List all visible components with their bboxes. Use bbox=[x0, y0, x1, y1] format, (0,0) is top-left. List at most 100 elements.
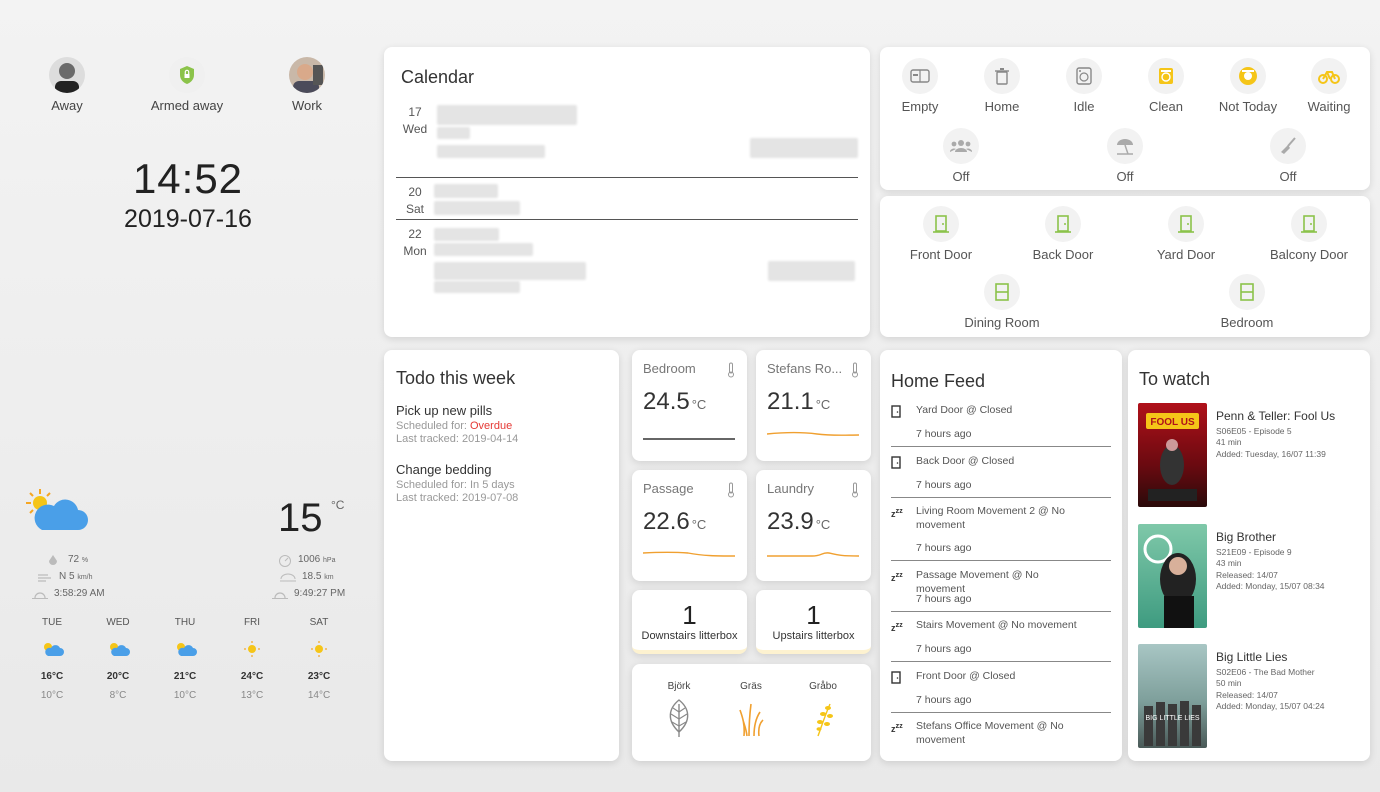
feed-item[interactable]: zzz Stairs Movement @ No movement 7 hour… bbox=[891, 618, 1111, 662]
dishwasher-icon bbox=[1148, 58, 1184, 94]
sensor-card-bedroom[interactable]: Bedroom 24.5 °C bbox=[632, 350, 747, 461]
sensor-card-stefans-room[interactable]: Stefans Ro... 21.1 °C bbox=[756, 350, 871, 461]
watch-item-info: Penn & Teller: Fool Us S06E05 - Episode … bbox=[1216, 409, 1336, 459]
pollen-grass[interactable]: Gräs bbox=[721, 681, 781, 741]
wind-icon bbox=[37, 572, 53, 582]
svg-text:FOOL US: FOOL US bbox=[1150, 417, 1195, 428]
person-away[interactable]: Away bbox=[22, 57, 112, 113]
thermometer-icon bbox=[851, 482, 859, 503]
window-bedroom[interactable]: Bedroom bbox=[1197, 274, 1297, 330]
pollen-mugwort[interactable]: Gråbo bbox=[793, 681, 853, 741]
door-icon bbox=[891, 405, 907, 420]
current-temperature: 15 bbox=[278, 496, 323, 540]
feed-item[interactable]: zzz Living Room Movement 2 @ No movement… bbox=[891, 504, 1111, 561]
tile-clean[interactable]: Clean bbox=[1124, 58, 1208, 114]
wind: N 5 km/h bbox=[37, 571, 93, 582]
sensor-card-passage[interactable]: Passage 22.6 °C bbox=[632, 470, 747, 581]
tile-off-3[interactable]: Off bbox=[1246, 128, 1330, 184]
alarm-state[interactable]: Armed away bbox=[142, 57, 232, 113]
sunrise: 3:58:29 AM bbox=[32, 588, 105, 599]
door-closed-icon bbox=[1168, 206, 1204, 242]
calendar-event-redacted bbox=[768, 261, 855, 281]
poster-big-brother[interactable] bbox=[1138, 524, 1207, 628]
tile-empty[interactable]: Empty bbox=[878, 58, 962, 114]
person-work[interactable]: Work bbox=[262, 57, 352, 113]
sunset-icon bbox=[272, 589, 288, 599]
poster-big-little-lies[interactable]: BIG LITTLE LIES bbox=[1138, 644, 1207, 748]
clock-date: 2019-07-16 bbox=[124, 205, 252, 233]
feed-title: Home Feed bbox=[891, 371, 986, 391]
calendar-date: 17 Wed bbox=[402, 105, 428, 136]
calendar-event-redacted bbox=[434, 201, 520, 215]
calendar-event-redacted[interactable] bbox=[437, 105, 577, 125]
thermometer-icon bbox=[851, 362, 859, 383]
avatar bbox=[49, 57, 85, 93]
feed-item[interactable]: Yard Door @ Closed 7 hours ago bbox=[891, 403, 1111, 447]
sunrise-icon bbox=[32, 589, 48, 599]
forecast-day: FRI 24°C 13°C bbox=[222, 617, 282, 701]
sleep-icon: zzz bbox=[891, 506, 903, 519]
todo-item[interactable]: Pick up new pills Scheduled for: Overdue… bbox=[396, 403, 519, 445]
tile-waiting[interactable]: Waiting bbox=[1287, 58, 1371, 114]
window-dining-room[interactable]: Dining Room bbox=[952, 274, 1052, 330]
robot-vacuum-icon bbox=[1230, 58, 1266, 94]
feed-item[interactable]: zzz Passage Movement @ No movement 7 hou… bbox=[891, 568, 1111, 612]
feed-item[interactable]: Front Door @ Closed 7 hours ago bbox=[891, 669, 1111, 713]
leaf-icon bbox=[649, 698, 709, 741]
forecast-day: SAT 23°C 14°C bbox=[289, 617, 349, 701]
door-balcony[interactable]: Balcony Door bbox=[1264, 206, 1354, 262]
visibility-icon bbox=[280, 572, 296, 582]
pollen-birch[interactable]: Björk bbox=[649, 681, 709, 741]
watch-item-info: Big Little Lies S02E06 - The Bad Mother … bbox=[1216, 650, 1325, 711]
beach-umbrella-icon bbox=[1107, 128, 1143, 164]
thermometer-icon bbox=[727, 362, 735, 383]
broom-icon bbox=[1270, 128, 1306, 164]
person-state-label: Away bbox=[51, 98, 83, 113]
door-front[interactable]: Front Door bbox=[899, 206, 983, 262]
humidity-icon bbox=[48, 554, 62, 565]
tile-off-2[interactable]: Off bbox=[1083, 128, 1167, 184]
calendar-event-redacted[interactable] bbox=[434, 184, 498, 198]
calendar-divider bbox=[396, 219, 858, 220]
window-closed-icon bbox=[984, 274, 1020, 310]
door-icon bbox=[891, 456, 907, 471]
todo-title: Todo this week bbox=[396, 368, 516, 388]
todo-item[interactable]: Change bedding Scheduled for: In 5 days … bbox=[396, 462, 519, 504]
calendar-event-redacted bbox=[437, 127, 470, 139]
feed-item[interactable]: zzz Stefans Office Movement @ No movemen… bbox=[891, 720, 1064, 746]
sunset: 9:49:27 PM bbox=[272, 588, 345, 599]
avatar bbox=[289, 57, 325, 93]
poster-penn-teller[interactable]: FOOL US bbox=[1138, 403, 1207, 507]
door-yard[interactable]: Yard Door bbox=[1144, 206, 1228, 262]
to-watch-title: To watch bbox=[1139, 369, 1211, 389]
door-back[interactable]: Back Door bbox=[1021, 206, 1105, 262]
tile-idle[interactable]: Idle bbox=[1042, 58, 1126, 114]
sleep-icon: zzz bbox=[891, 721, 903, 734]
counter-downstairs-litterbox[interactable]: 1 Downstairs litterbox bbox=[632, 590, 747, 654]
sensor-sparkline bbox=[643, 430, 735, 448]
partly-cloudy-icon bbox=[88, 640, 148, 661]
visibility: 18.5 km bbox=[280, 571, 334, 582]
calendar-title: Calendar bbox=[401, 67, 475, 87]
bicycle-icon bbox=[1311, 58, 1347, 94]
counter-upstairs-litterbox[interactable]: 1 Upstairs litterbox bbox=[756, 590, 871, 654]
humidity: 72 % bbox=[48, 554, 88, 565]
door-closed-icon bbox=[923, 206, 959, 242]
sensor-card-laundry[interactable]: Laundry 23.9 °C bbox=[756, 470, 871, 581]
tile-not-today[interactable]: Not Today bbox=[1206, 58, 1290, 114]
calendar-date: 22 Mon bbox=[403, 227, 427, 258]
feed-item[interactable]: Back Door @ Closed 7 hours ago bbox=[891, 454, 1111, 498]
status-card: Empty Home Idle Clean Not Today Waiting … bbox=[880, 47, 1370, 190]
calendar-event-redacted[interactable] bbox=[434, 262, 586, 280]
calendar-event-redacted bbox=[434, 243, 533, 256]
clock-time: 14:52 bbox=[132, 155, 244, 202]
tile-off-1[interactable]: Off bbox=[919, 128, 1003, 184]
sunny-icon bbox=[222, 640, 282, 661]
calendar-event-redacted bbox=[750, 138, 858, 158]
calendar-event-redacted[interactable] bbox=[437, 145, 545, 158]
watch-item-info: Big Brother S21E09 - Episode 9 43 min Re… bbox=[1216, 530, 1325, 591]
tile-home[interactable]: Home bbox=[960, 58, 1044, 114]
sleep-icon: zzz bbox=[891, 570, 903, 583]
calendar-event-redacted[interactable] bbox=[434, 228, 499, 241]
door-closed-icon bbox=[1045, 206, 1081, 242]
